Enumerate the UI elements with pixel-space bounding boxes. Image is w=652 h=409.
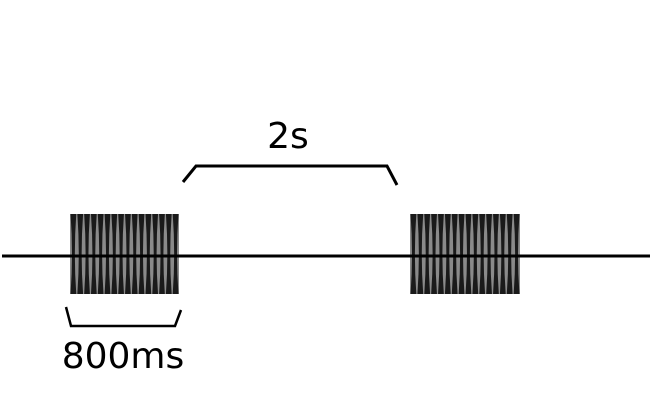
pulse-oscillation: [77, 214, 84, 294]
pulse-oscillation: [417, 214, 424, 294]
stimulus-pulse-1: [70, 214, 179, 294]
pulse-oscillation: [458, 214, 465, 294]
pulse-oscillation: [104, 214, 111, 294]
pulse-oscillation: [131, 214, 138, 294]
pulse-oscillation: [145, 214, 152, 294]
pulse-oscillation: [431, 214, 437, 294]
pulse-oscillation: [499, 214, 506, 294]
pulse-oscillation: [451, 214, 458, 294]
pulse-oscillation: [111, 214, 118, 294]
pulse-oscillation: [159, 214, 165, 294]
duration-label: 800ms: [62, 336, 185, 377]
pulse-oscillation: [138, 214, 145, 294]
pulse-oscillation: [165, 214, 172, 294]
interval-bracket: [181, 164, 399, 186]
pulse-oscillation: [438, 214, 444, 294]
pulse-oscillation: [486, 214, 492, 294]
interval-label: 2s: [267, 116, 309, 157]
pulse-oscillation: [70, 214, 77, 294]
pulse-oscillation: [152, 214, 159, 294]
duration-bracket: [64, 306, 183, 328]
stimulus-pulse-2: [410, 214, 520, 294]
pulse-oscillation: [444, 214, 451, 294]
pulse-oscillation: [472, 214, 479, 294]
pulse-oscillation: [424, 214, 431, 294]
pulse-oscillation: [118, 214, 124, 294]
pulse-oscillation: [84, 214, 90, 294]
pulse-oscillation: [493, 214, 499, 294]
pulse-oscillation: [125, 214, 131, 294]
pulse-oscillation: [90, 214, 97, 294]
pulse-oscillation: [506, 214, 513, 294]
pulse-oscillation: [465, 214, 472, 294]
pulse-oscillation: [172, 214, 179, 294]
pulse-oscillation: [97, 214, 104, 294]
pulse-oscillation: [513, 214, 520, 294]
pulse-oscillation: [479, 214, 486, 294]
pulse-oscillation: [410, 214, 417, 294]
